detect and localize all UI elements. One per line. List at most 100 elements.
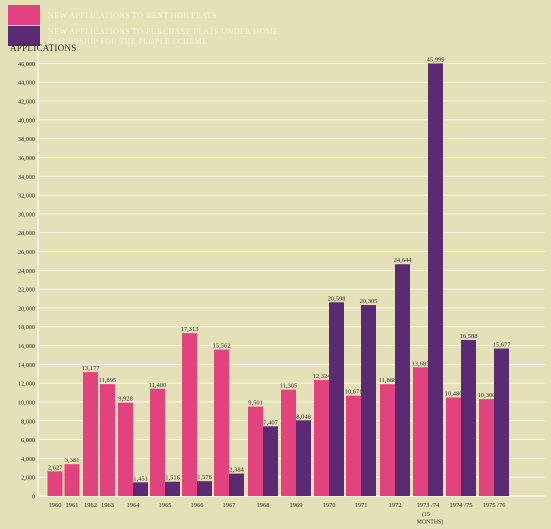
y-tick-label: 30,000	[18, 211, 35, 218]
data-label-rent: 2,627	[48, 464, 63, 471]
y-tick-label: 20,000	[18, 305, 35, 312]
data-label-rent: 13,685	[412, 360, 430, 367]
y-tick-label: 16,000	[18, 343, 35, 350]
x-tick-label: 1970	[323, 502, 336, 509]
bar-rent	[479, 399, 494, 496]
data-label-rent: 11,400	[149, 382, 167, 389]
y-axis-title: APPLICATIONS	[10, 43, 77, 53]
x-tick-label: 1965	[159, 502, 172, 509]
bar-purchase	[296, 420, 311, 496]
y-tick-label: 12,000	[18, 381, 35, 388]
bar-rent	[214, 349, 229, 496]
y-tick-label: 40,000	[18, 117, 35, 124]
data-label-purchase: 16,588	[460, 333, 478, 340]
data-label-rent: 10,300	[478, 392, 496, 399]
data-label-purchase: 15,677	[493, 342, 512, 349]
y-tick-label: 38,000	[18, 136, 35, 143]
bar-rent	[346, 395, 361, 496]
data-label-rent: 11,888	[379, 377, 397, 384]
bar-rent	[83, 372, 98, 496]
y-tick-label: 22,000	[18, 287, 35, 294]
bar-purchase	[263, 426, 278, 496]
data-label-purchase: 2,384	[229, 467, 244, 474]
legend-label-rent: NEW APPLICATIONS TO RENT HDB FLATS	[48, 11, 217, 20]
data-label-rent: 15,562	[213, 343, 231, 350]
bar-rent	[47, 471, 63, 496]
x-tick-label: 1962	[84, 502, 97, 509]
bar-purchase	[197, 481, 212, 496]
data-label-purchase: 20,598	[328, 295, 346, 302]
data-label-purchase: 1,516	[165, 475, 180, 482]
x-tick-label: 1972	[389, 502, 402, 509]
y-tick-label: 36,000	[18, 155, 35, 162]
x-tick-label: 1963	[101, 502, 114, 509]
bar-rent	[446, 397, 461, 496]
data-label-rent: 9,501	[248, 400, 263, 407]
bar-rent	[380, 384, 395, 496]
data-label-rent: 17,313	[181, 326, 199, 333]
bar-rent	[248, 406, 263, 496]
y-tick-label: 26,000	[18, 249, 35, 256]
y-tick-label: 44,000	[18, 80, 35, 87]
bar-purchase	[361, 305, 376, 496]
data-label-purchase: 45,999	[427, 56, 445, 63]
x-tick-label: 1974 /75	[450, 502, 473, 509]
x-tick-note: (15 MONTHS)	[417, 511, 443, 526]
legend-swatch-rent	[8, 5, 40, 25]
y-tick-label: 42,000	[18, 99, 35, 106]
x-tick-label: 1967	[223, 502, 237, 509]
data-label-purchase: 1,451	[133, 475, 148, 482]
y-tick-label: 28,000	[18, 230, 35, 237]
y-tick-label: 0	[32, 494, 35, 501]
data-label-purchase: 20,305	[360, 298, 378, 305]
data-label-rent: 3,381	[65, 457, 80, 464]
bar-rent	[118, 402, 133, 496]
data-label-purchase: 7,407	[263, 419, 278, 426]
legend-swatch-purchase	[8, 26, 40, 46]
data-label-rent: 13,177	[82, 365, 101, 372]
data-label-rent: 10,480	[445, 390, 463, 397]
x-tick-label: 1966	[191, 502, 205, 509]
bar-rent	[150, 388, 165, 496]
data-label-purchase: 24,644	[394, 257, 413, 264]
data-label-rent: 9,928	[118, 396, 133, 403]
bar-purchase	[229, 473, 244, 496]
data-label-rent: 11,895	[99, 377, 117, 384]
data-label-rent: 10,671	[345, 389, 363, 396]
x-tick-label: 1973 /74	[417, 502, 441, 509]
data-label-rent: 12,324	[313, 373, 332, 380]
data-label-purchase: 8,048	[296, 413, 311, 420]
bar-purchase	[461, 340, 476, 496]
bar-rent	[314, 380, 329, 496]
y-tick-label: 46,000	[18, 61, 35, 68]
bar-rent	[182, 333, 197, 496]
bar-purchase	[494, 348, 509, 496]
bar-rent	[100, 384, 115, 496]
bar-purchase	[133, 482, 148, 496]
bar-rent	[64, 464, 80, 496]
bar-purchase	[428, 63, 443, 496]
x-tick-label: 1975 /76	[483, 502, 507, 509]
y-tick-label: 2,000	[21, 475, 35, 482]
y-tick-label: 10,000	[18, 399, 35, 406]
y-tick-label: 34,000	[18, 174, 35, 181]
x-tick-label: 1968	[257, 502, 270, 509]
bar-purchase	[395, 264, 410, 496]
y-tick-label: 24,000	[18, 268, 35, 275]
y-tick-label: 18,000	[18, 324, 35, 331]
x-tick-label: 1969	[290, 502, 303, 509]
y-tick-label: 4,000	[21, 456, 35, 463]
y-tick-label: 6,000	[21, 437, 35, 444]
data-label-purchase: 1,576	[197, 474, 212, 481]
data-label-rent: 11,305	[280, 383, 298, 390]
y-tick-label: 8,000	[21, 418, 35, 425]
y-tick-label: 14,000	[18, 362, 35, 369]
bar-rent	[413, 367, 428, 496]
y-tick-label: 32,000	[18, 193, 35, 200]
bar-purchase	[165, 481, 180, 496]
x-tick-label: 1971	[355, 502, 368, 509]
bar-purchase	[329, 302, 344, 496]
x-tick-label: 1964	[127, 502, 141, 509]
x-tick-label: 1960	[49, 502, 62, 509]
